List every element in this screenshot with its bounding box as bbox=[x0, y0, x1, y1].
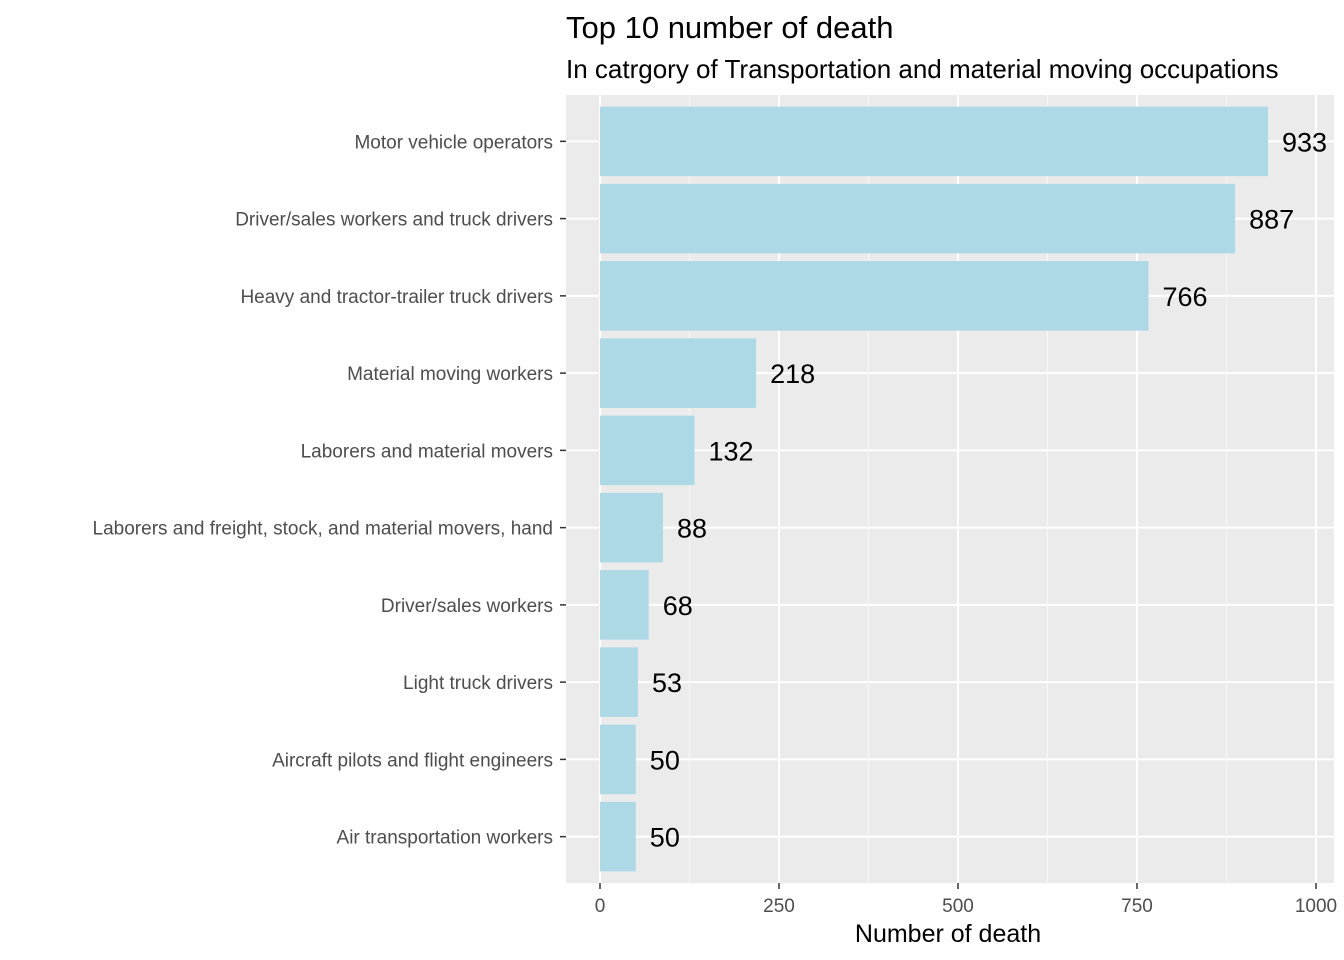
y-tick-label: Aircraft pilots and flight engineers bbox=[272, 750, 553, 771]
y-tick-label: Laborers and material movers bbox=[301, 441, 553, 462]
x-axis: 0 250 500 750 1000 bbox=[595, 883, 1337, 917]
bar bbox=[600, 338, 757, 408]
x-axis-title: Number of death bbox=[855, 920, 1041, 948]
y-tick-label: Driver/sales workers and truck drivers bbox=[235, 210, 553, 231]
x-tick-label: 0 bbox=[595, 896, 606, 917]
y-tick-label: Driver/sales workers bbox=[381, 596, 553, 617]
y-tick-label: Material moving workers bbox=[347, 364, 553, 385]
y-axis: Motor vehicle operators Driver/sales work… bbox=[93, 132, 566, 849]
bar bbox=[600, 261, 1149, 331]
data-label: 88 bbox=[677, 514, 707, 544]
bar bbox=[600, 492, 664, 563]
bar bbox=[600, 801, 636, 872]
y-tick-label: Motor vehicle operators bbox=[354, 132, 553, 153]
chart-title: Top 10 number of death bbox=[566, 10, 893, 45]
x-tick-label: 500 bbox=[942, 896, 974, 917]
bar bbox=[600, 724, 636, 795]
data-labels: 933 887 766 218 132 88 68 53 50 50 bbox=[650, 127, 1327, 852]
bar bbox=[600, 647, 638, 717]
bar bbox=[600, 183, 1236, 254]
data-label: 132 bbox=[709, 436, 754, 466]
y-tick-label: Laborers and freight, stock, and materia… bbox=[93, 519, 553, 540]
data-label: 50 bbox=[650, 823, 680, 853]
y-tick-label: Light truck drivers bbox=[403, 673, 553, 694]
data-label: 68 bbox=[663, 591, 693, 621]
data-label: 218 bbox=[770, 359, 815, 389]
bar bbox=[600, 415, 695, 486]
data-label: 766 bbox=[1162, 282, 1207, 312]
chart-subtitle: In catrgory of Transportation and materi… bbox=[566, 54, 1279, 84]
bar bbox=[600, 570, 649, 640]
y-tick-label: Air transportation workers bbox=[337, 828, 553, 849]
data-label: 887 bbox=[1249, 205, 1294, 235]
x-tick-label: 750 bbox=[1121, 896, 1153, 917]
bars bbox=[600, 106, 1269, 872]
y-tick-label: Heavy and tractor-trailer truck drivers bbox=[240, 287, 553, 308]
data-label: 53 bbox=[652, 668, 682, 698]
x-tick-label: 250 bbox=[763, 896, 795, 917]
data-label: 933 bbox=[1282, 127, 1327, 157]
data-label: 50 bbox=[650, 745, 680, 775]
x-tick-label: 1000 bbox=[1295, 896, 1337, 917]
bar bbox=[600, 106, 1269, 177]
